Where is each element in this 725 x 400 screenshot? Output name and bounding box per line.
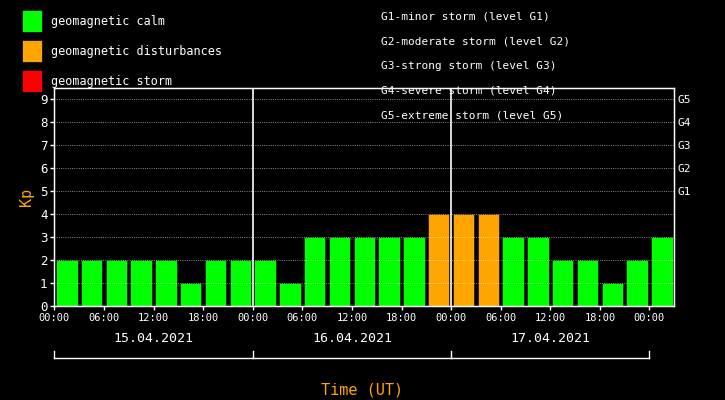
Bar (80, 260, 102, 306)
Text: G3-strong storm (level G3): G3-strong storm (level G3) (381, 61, 556, 71)
Bar (180, 283, 202, 306)
Text: G4-severe storm (level G4): G4-severe storm (level G4) (381, 86, 556, 96)
Bar (552, 260, 573, 306)
Text: Time (UT): Time (UT) (321, 382, 404, 398)
Text: 17.04.2021: 17.04.2021 (510, 332, 590, 344)
Bar (602, 283, 623, 306)
Bar (304, 237, 326, 306)
Bar (478, 214, 499, 306)
Bar (428, 214, 450, 306)
Bar (576, 260, 598, 306)
Text: 15.04.2021: 15.04.2021 (114, 332, 194, 344)
Bar (403, 237, 425, 306)
Bar (56, 260, 78, 306)
Bar (378, 237, 400, 306)
Bar (354, 237, 375, 306)
Bar (230, 260, 251, 306)
Bar (155, 260, 177, 306)
Bar (204, 260, 226, 306)
Text: G2-moderate storm (level G2): G2-moderate storm (level G2) (381, 36, 570, 46)
Text: geomagnetic storm: geomagnetic storm (51, 74, 172, 88)
Text: 16.04.2021: 16.04.2021 (312, 332, 392, 344)
Bar (527, 237, 549, 306)
Bar (328, 237, 350, 306)
Text: geomagnetic disturbances: geomagnetic disturbances (51, 44, 222, 58)
Bar (626, 260, 648, 306)
Text: G5-extreme storm (level G5): G5-extreme storm (level G5) (381, 110, 563, 120)
Bar (130, 260, 152, 306)
Y-axis label: Kp: Kp (20, 188, 34, 206)
Bar (254, 260, 276, 306)
Text: geomagnetic calm: geomagnetic calm (51, 14, 165, 28)
Bar (106, 260, 127, 306)
Bar (452, 214, 474, 306)
Bar (651, 237, 673, 306)
Bar (502, 237, 524, 306)
Text: G1-minor storm (level G1): G1-minor storm (level G1) (381, 11, 550, 21)
Bar (279, 283, 301, 306)
